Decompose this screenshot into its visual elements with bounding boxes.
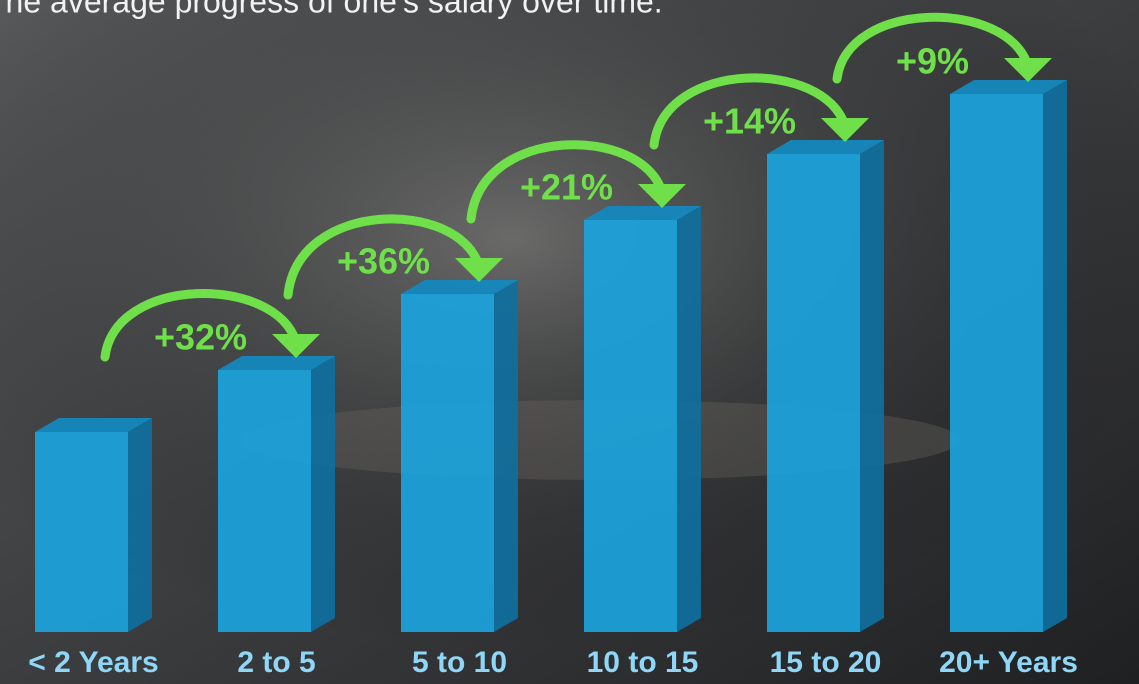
bar: [401, 294, 494, 632]
bar: [584, 220, 677, 632]
bar-side: [311, 356, 335, 632]
growth-label: +21%: [520, 167, 613, 208]
x-tick-label: 10 to 15: [587, 646, 699, 679]
bar-side: [677, 206, 701, 632]
bar: [35, 432, 128, 632]
growth-label: +36%: [337, 241, 430, 282]
x-tick-label: 20+ Years: [939, 646, 1078, 679]
growth-label: +32%: [154, 317, 247, 358]
growth-label: +9%: [896, 41, 969, 82]
bar: [767, 154, 860, 632]
x-tick-label: 15 to 20: [770, 646, 882, 679]
bar: [218, 370, 311, 632]
chart: The average progress of one's salary ove…: [0, 0, 1139, 684]
bar-side: [128, 418, 152, 632]
bar-side: [494, 280, 518, 632]
x-tick-label: 2 to 5: [237, 646, 315, 679]
bar-side: [1043, 80, 1067, 632]
growth-label: +14%: [703, 101, 796, 142]
x-tick-label: 5 to 10: [412, 646, 507, 679]
bar: [950, 94, 1043, 632]
x-tick-label: < 2 Years: [28, 646, 158, 679]
chart-title: The average progress of one's salary ove…: [0, 0, 663, 19]
bar-side: [860, 140, 884, 632]
